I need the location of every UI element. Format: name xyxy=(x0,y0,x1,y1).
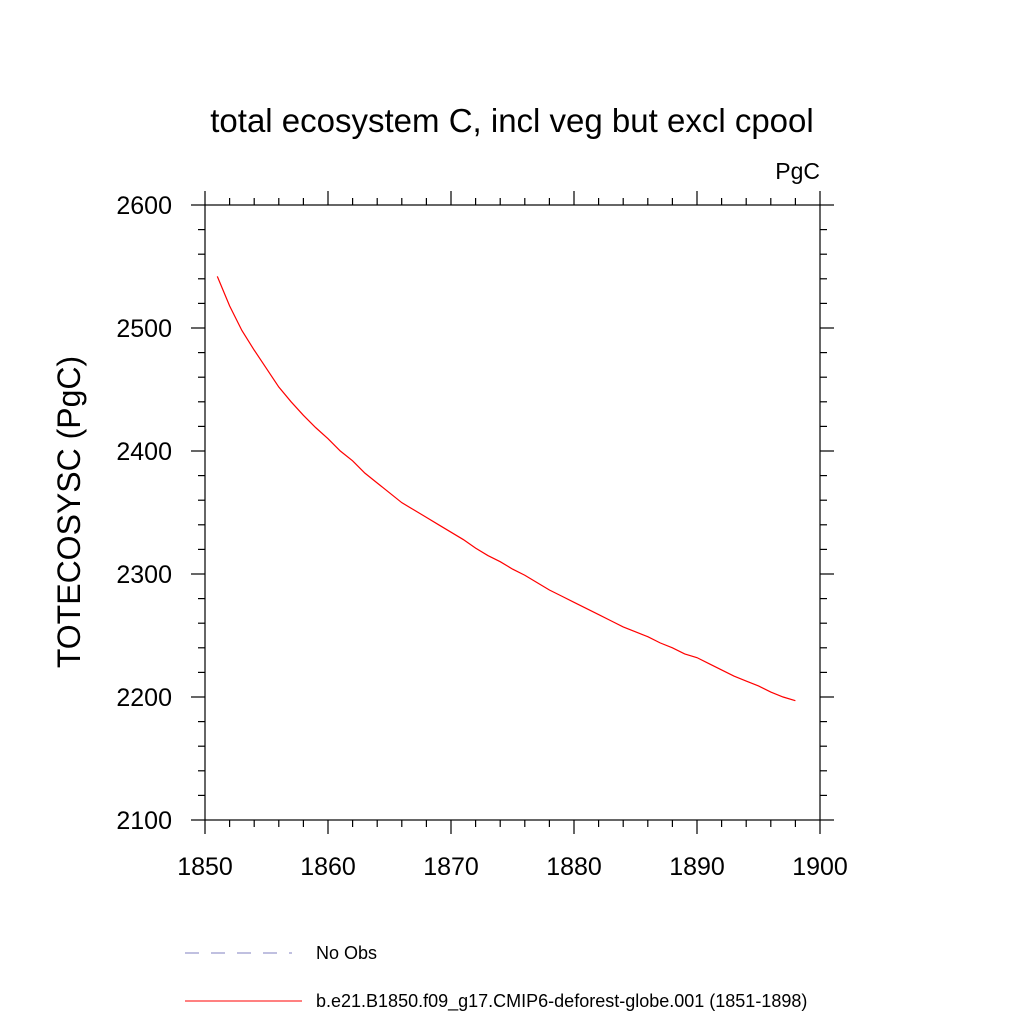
y-tick-label: 2100 xyxy=(116,807,172,835)
axis-ticks xyxy=(191,191,834,834)
x-tick-label: 1860 xyxy=(300,853,356,881)
legend: No Obs b.e21.B1850.f09_g17.CMIP6-deforest… xyxy=(185,943,807,1012)
series-line-0 xyxy=(216,276,796,702)
chart-title: total ecosystem C, incl veg but excl cpo… xyxy=(210,102,813,139)
legend-label-1: No Obs xyxy=(316,943,377,963)
x-tick-label: 1850 xyxy=(177,853,233,881)
y-tick-label: 2200 xyxy=(116,684,172,712)
x-tick-label: 1870 xyxy=(423,853,479,881)
plot-frame xyxy=(204,204,821,821)
y-tick-label: 2400 xyxy=(116,438,172,466)
tick-labels: 1850 1860 1870 1880 1890 1900 2100 2200 2300 2400… xyxy=(116,192,847,881)
x-tick-label: 1880 xyxy=(546,853,602,881)
legend-label-0: b.e21.B1850.f09_g17.CMIP6-deforest-globe… xyxy=(316,991,807,1012)
x-tick-label: 1900 xyxy=(792,853,848,881)
y-axis-label: TOTECOSYSC (PgC) xyxy=(51,356,87,668)
series-layer xyxy=(216,276,796,702)
y-tick-label: 2500 xyxy=(116,315,172,343)
y-tick-label: 2300 xyxy=(116,561,172,589)
units-label: PgC xyxy=(775,158,820,184)
y-tick-label: 2600 xyxy=(116,192,172,220)
x-tick-label: 1890 xyxy=(669,853,725,881)
